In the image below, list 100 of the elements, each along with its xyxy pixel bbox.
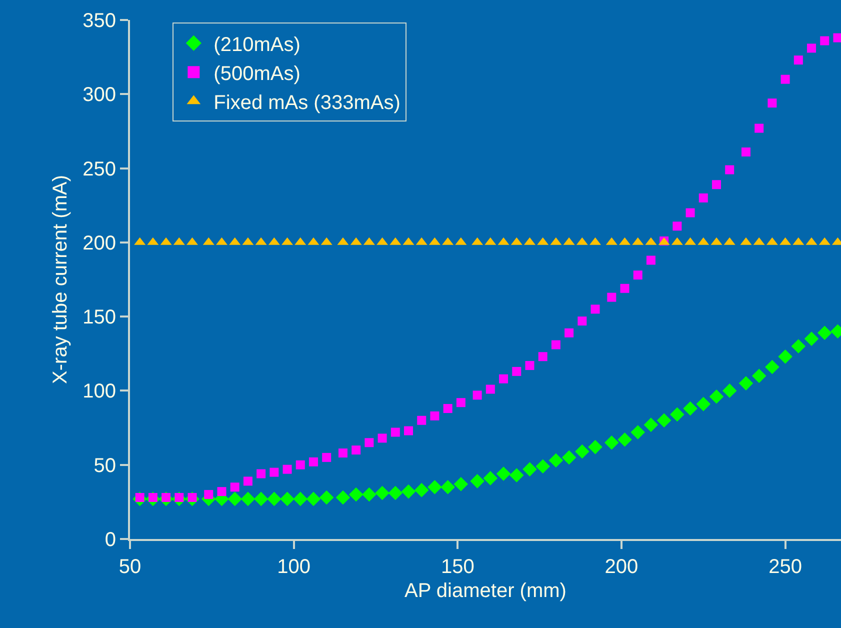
point xyxy=(362,487,376,502)
point xyxy=(486,384,495,394)
point xyxy=(618,432,632,447)
point xyxy=(240,492,256,506)
point xyxy=(512,366,522,376)
point xyxy=(752,368,766,384)
point xyxy=(483,471,498,486)
x-tick-label: 200 xyxy=(604,556,638,578)
point xyxy=(217,487,226,496)
x-tick-label: 250 xyxy=(768,556,802,578)
y-tick-label: 100 xyxy=(82,380,116,403)
point xyxy=(670,407,684,422)
point xyxy=(630,425,646,440)
point xyxy=(456,398,466,408)
legend-label: Fixed mAs (333mAs) xyxy=(214,92,400,114)
point xyxy=(564,328,574,338)
point xyxy=(604,435,619,450)
point xyxy=(378,434,387,443)
point xyxy=(791,339,806,354)
point xyxy=(336,490,350,505)
point xyxy=(804,332,819,346)
point xyxy=(308,457,318,466)
point xyxy=(230,482,240,492)
point xyxy=(709,390,724,404)
point xyxy=(696,396,711,412)
point xyxy=(204,490,214,500)
point xyxy=(607,292,616,302)
point xyxy=(254,492,268,506)
y-tick-label: 350 xyxy=(82,10,116,32)
point xyxy=(338,448,348,458)
point xyxy=(499,374,508,384)
y-tick-label: 200 xyxy=(82,232,116,254)
point xyxy=(404,426,413,436)
point xyxy=(646,256,656,265)
legend-label: (210mAs) xyxy=(214,34,300,56)
point xyxy=(417,416,426,425)
y-tick-label: 300 xyxy=(82,84,116,106)
point xyxy=(588,440,602,454)
point xyxy=(228,492,242,506)
point xyxy=(256,469,266,478)
point xyxy=(562,450,576,465)
point xyxy=(817,326,832,340)
point xyxy=(538,352,548,362)
point xyxy=(296,460,305,470)
point xyxy=(440,480,455,494)
y-tick-label: 50 xyxy=(94,454,116,477)
point xyxy=(738,376,754,390)
point xyxy=(364,438,374,448)
point xyxy=(348,487,364,502)
point xyxy=(472,390,482,400)
point xyxy=(388,486,403,500)
point xyxy=(352,446,361,455)
point xyxy=(620,284,630,293)
point xyxy=(280,492,294,506)
point xyxy=(525,361,534,370)
point xyxy=(686,208,695,218)
point xyxy=(578,316,587,326)
point xyxy=(548,453,564,468)
point xyxy=(243,476,252,486)
point xyxy=(536,459,550,474)
point xyxy=(509,468,524,482)
y-tick-label: 250 xyxy=(82,158,116,180)
point xyxy=(722,384,737,398)
x-tick-label: 100 xyxy=(277,556,311,578)
point xyxy=(319,490,334,505)
point xyxy=(293,492,308,506)
legend-label: (500mAs) xyxy=(214,62,300,85)
point xyxy=(270,468,279,477)
point xyxy=(430,411,440,420)
x-tick-label: 150 xyxy=(440,556,474,578)
point xyxy=(306,492,321,506)
point xyxy=(414,482,429,498)
point xyxy=(551,340,560,350)
y-tick-label: 0 xyxy=(104,529,116,551)
point xyxy=(428,480,442,494)
point xyxy=(454,476,468,492)
point xyxy=(656,413,672,428)
point xyxy=(470,474,484,488)
point xyxy=(633,270,642,280)
y-axis-title: X-ray tube current (mA) xyxy=(50,175,72,384)
point xyxy=(725,165,734,174)
point xyxy=(496,466,511,481)
point xyxy=(282,464,292,474)
point xyxy=(401,484,416,499)
point xyxy=(390,428,400,437)
point xyxy=(590,304,600,314)
point xyxy=(778,349,792,364)
point xyxy=(644,418,658,432)
point xyxy=(765,360,780,374)
point xyxy=(522,462,537,476)
x-axis-title: AP diameter (mm) xyxy=(404,580,566,602)
y-tick-label: 150 xyxy=(82,306,116,329)
point xyxy=(575,444,590,459)
point xyxy=(741,147,750,156)
point xyxy=(698,193,708,202)
point xyxy=(443,404,452,414)
point xyxy=(267,492,282,506)
point xyxy=(672,222,682,231)
point xyxy=(375,486,390,500)
x-tick-label: 50 xyxy=(118,556,142,578)
